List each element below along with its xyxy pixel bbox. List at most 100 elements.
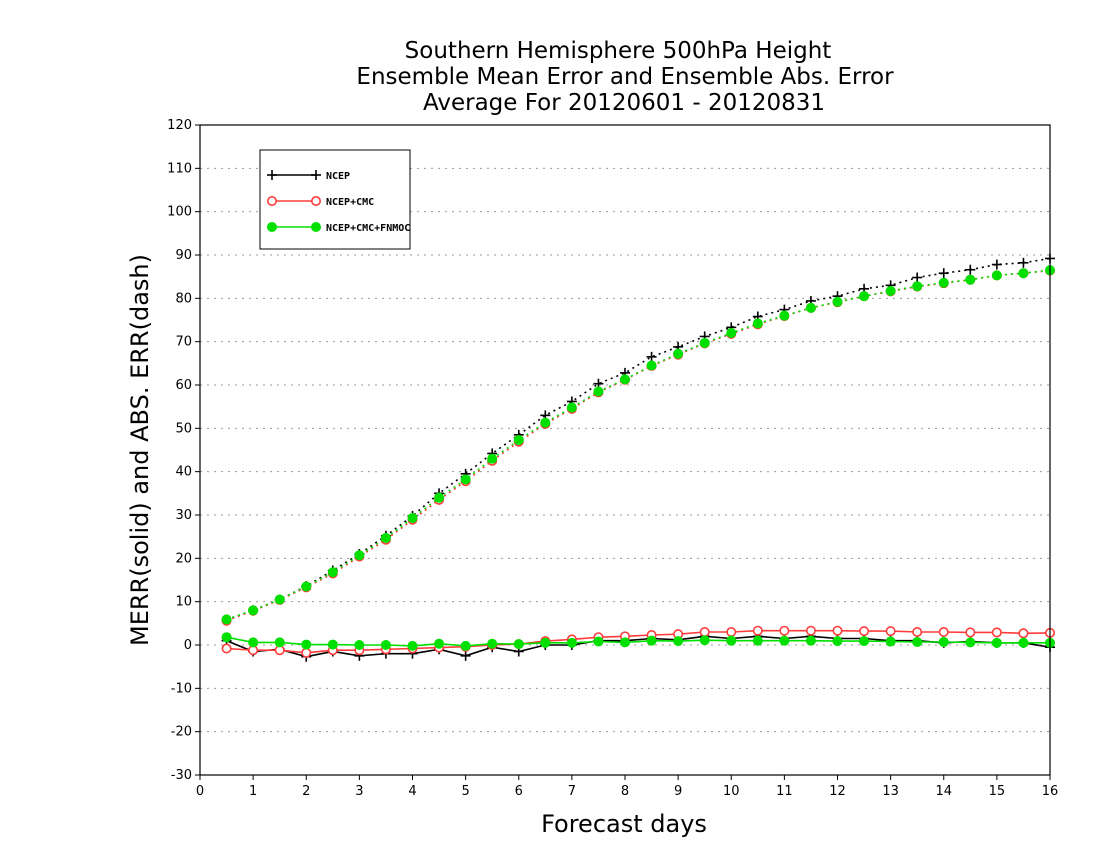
- abs-err-point: [965, 274, 976, 285]
- mean-err-point: [434, 638, 445, 649]
- x-tick-label: 0: [196, 784, 204, 799]
- mean-err-point: [726, 626, 737, 637]
- mean-err-point: [354, 640, 365, 650]
- abs-err-point: [646, 360, 657, 371]
- abs-err-point: [805, 302, 816, 313]
- abs-err-point: [752, 318, 763, 329]
- abs-err-point: [248, 605, 259, 616]
- x-tick-label: 1: [249, 784, 257, 799]
- mean-err-point: [327, 639, 338, 650]
- abs-err-line: [226, 269, 1051, 621]
- abs-err-point: [301, 581, 312, 592]
- x-tick-label: 4: [408, 784, 416, 799]
- abs-err-line: [226, 257, 1051, 621]
- abs-err-point: [832, 296, 843, 307]
- y-axis-label: MERR(solid) and ABS. ERR(dash): [126, 254, 154, 646]
- abs-err-point: [1018, 257, 1029, 268]
- abs-err-point: [912, 281, 923, 292]
- mean-err-point: [832, 636, 843, 647]
- mean-err-point: [885, 636, 896, 647]
- abs-err-point: [912, 272, 923, 283]
- abs-err-point: [221, 614, 232, 625]
- abs-err-point: [991, 270, 1002, 281]
- mean-err-point: [460, 640, 471, 651]
- y-tick-label: 0: [184, 638, 192, 653]
- abs-err-point: [646, 351, 657, 362]
- y-tick-label: -30: [171, 768, 192, 783]
- abs-err-point: [859, 291, 870, 302]
- mean-err-point: [912, 626, 923, 637]
- legend-label: NCEP: [326, 171, 350, 182]
- legend-marker-start: [267, 170, 277, 180]
- x-tick-label: 10: [723, 784, 740, 799]
- mean-err-point: [274, 637, 285, 648]
- y-tick-label: -20: [171, 725, 192, 740]
- y-tick-label: 120: [167, 118, 192, 133]
- mean-err-point: [779, 625, 790, 636]
- abs-err-point: [540, 417, 551, 428]
- mean-err-point: [752, 635, 763, 646]
- y-tick-label: 10: [175, 595, 192, 610]
- abs-err-point: [726, 328, 737, 338]
- mean-err-point: [513, 639, 524, 650]
- mean-err-point: [460, 650, 471, 661]
- chart-title-line-3: Average For 20120601 - 20120831: [423, 90, 825, 116]
- mean-err-line: [226, 636, 1050, 647]
- mean-err-point: [859, 626, 870, 637]
- mean-err-point: [540, 637, 551, 648]
- abs-err-point: [460, 474, 471, 485]
- mean-err-point: [221, 632, 232, 643]
- mean-err-point: [487, 638, 498, 649]
- y-tick-label: 70: [175, 335, 192, 350]
- abs-err-point: [673, 348, 684, 359]
- mean-err-point: [380, 640, 391, 650]
- abs-err-point: [434, 492, 445, 503]
- x-tick-label: 12: [829, 784, 846, 799]
- y-tick-label: 100: [167, 205, 192, 220]
- x-tick-label: 7: [568, 784, 576, 799]
- mean-err-point: [673, 636, 684, 647]
- mean-err-point: [991, 637, 1002, 648]
- x-tick-label: 8: [621, 784, 629, 799]
- mean-err-point: [832, 625, 843, 636]
- mean-err-point: [221, 643, 232, 654]
- y-tick-label: -10: [171, 681, 192, 696]
- legend-marker-end: [311, 170, 321, 180]
- abs-err-point: [620, 374, 630, 385]
- x-tick-label: 14: [935, 784, 952, 799]
- y-tick-label: 110: [167, 161, 192, 176]
- mean-err-point: [805, 635, 816, 646]
- mean-err-point: [248, 637, 259, 648]
- abs-err-point: [779, 310, 790, 321]
- mean-err-point: [859, 636, 870, 647]
- abs-err-point: [699, 337, 710, 348]
- y-tick-label: 50: [175, 421, 192, 436]
- mean-err-point: [646, 635, 657, 646]
- x-tick-label: 11: [776, 784, 793, 799]
- legend-item: NCEP+CMC: [266, 196, 374, 208]
- abs-err-line: [226, 269, 1051, 622]
- mean-err-point: [301, 647, 312, 658]
- x-tick-label: 6: [515, 784, 523, 799]
- abs-err-point: [513, 435, 524, 446]
- mean-err-point: [991, 627, 1002, 638]
- y-tick-label: 90: [175, 248, 192, 263]
- abs-err-point: [407, 513, 418, 524]
- mean-err-point: [566, 637, 577, 648]
- abs-err-point: [566, 402, 577, 413]
- abs-err-point: [1018, 268, 1029, 279]
- legend-marker-start: [267, 222, 277, 232]
- mean-err-point: [593, 636, 604, 647]
- grid: [200, 167, 1050, 733]
- mean-err-point: [938, 636, 949, 647]
- abs-err-point: [487, 453, 498, 464]
- mean-err-point: [938, 626, 949, 637]
- abs-err-point: [965, 264, 976, 275]
- abs-err-point: [938, 268, 949, 279]
- mean-err-point: [779, 635, 790, 646]
- x-tick-label: 2: [302, 784, 310, 799]
- y-tick-label: 60: [175, 378, 192, 393]
- mean-err-point: [620, 637, 630, 648]
